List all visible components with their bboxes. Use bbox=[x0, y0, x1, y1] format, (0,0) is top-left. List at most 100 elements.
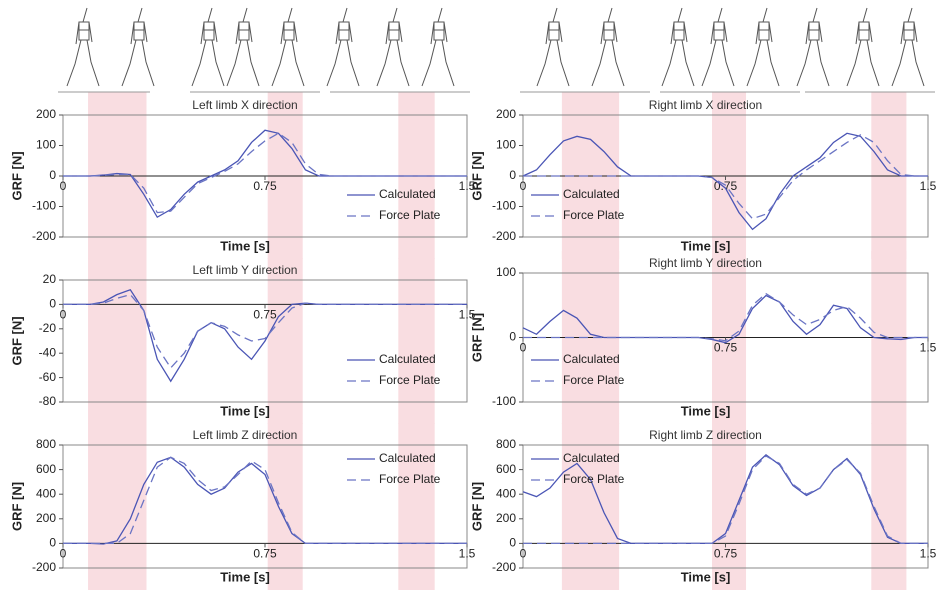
x-axis-label: Time [s] bbox=[220, 238, 270, 253]
series-line bbox=[523, 292, 928, 342]
stick-figure-body bbox=[66, 7, 100, 87]
stick-figure-body bbox=[591, 7, 625, 87]
stick-figure-body bbox=[891, 7, 925, 87]
highlight-span bbox=[267, 423, 303, 590]
stick-figure-body bbox=[746, 7, 780, 87]
chart-title: Left limb X direction bbox=[192, 98, 297, 112]
legend-label: Force Plate bbox=[379, 373, 441, 387]
y-tick-label: 20 bbox=[43, 272, 57, 286]
y-tick-label: 0 bbox=[49, 168, 56, 182]
legend-label: Calculated bbox=[563, 352, 620, 366]
x-axis-label: Time [s] bbox=[681, 238, 731, 253]
x-tick-label: 0 bbox=[60, 308, 67, 322]
y-tick-label: -100 bbox=[32, 199, 56, 213]
y-tick-label: 200 bbox=[36, 107, 56, 121]
stick-figure-body bbox=[701, 7, 735, 87]
y-tick-label: -200 bbox=[492, 229, 516, 243]
y-tick-label: 800 bbox=[36, 437, 56, 451]
highlight-span bbox=[88, 258, 147, 424]
y-tick-label: -80 bbox=[39, 394, 57, 408]
y-tick-label: 0 bbox=[509, 168, 516, 182]
stick-figure bbox=[66, 7, 100, 87]
legend-label: Force Plate bbox=[379, 208, 441, 222]
stick-figure-body bbox=[421, 7, 455, 87]
legend-label: Calculated bbox=[379, 352, 436, 366]
legend-label: Calculated bbox=[379, 187, 436, 201]
highlight-span bbox=[398, 423, 435, 590]
y-tick-label: -200 bbox=[32, 560, 56, 574]
x-tick-label: 0.75 bbox=[253, 179, 277, 193]
legend-label: Calculated bbox=[379, 451, 436, 465]
y-tick-label: 0 bbox=[509, 330, 516, 344]
stick-figure bbox=[326, 7, 360, 87]
y-tick-label: 0 bbox=[49, 297, 56, 311]
x-tick-label: 1.5 bbox=[459, 179, 476, 193]
y-axis-label: GRF [N] bbox=[9, 482, 24, 531]
x-tick-label: 0 bbox=[520, 341, 527, 355]
stick-figure bbox=[421, 7, 455, 87]
series-line bbox=[63, 293, 467, 369]
y-tick-label: 200 bbox=[36, 511, 56, 525]
plot-frame bbox=[522, 444, 929, 569]
stick-figure-body bbox=[536, 7, 570, 87]
stick-figure-body bbox=[376, 7, 410, 87]
x-axis-label: Time [s] bbox=[681, 403, 731, 418]
highlight-span bbox=[712, 423, 747, 590]
stick-figure-body bbox=[326, 7, 360, 87]
series-line bbox=[63, 456, 467, 545]
series-line bbox=[63, 132, 467, 214]
y-tick-label: -60 bbox=[39, 370, 57, 384]
stick-figure bbox=[891, 7, 925, 87]
series-line bbox=[522, 294, 928, 344]
y-axis-label: GRF [N] bbox=[469, 482, 484, 531]
stick-figure-body bbox=[661, 7, 695, 87]
stick-figure bbox=[591, 7, 625, 87]
x-tick-label: 1.5 bbox=[459, 547, 476, 561]
x-tick-label: 0 bbox=[60, 179, 67, 193]
y-tick-label: 600 bbox=[36, 462, 56, 476]
x-tick-label: 0.75 bbox=[714, 179, 738, 193]
chart-title: Right limb Z direction bbox=[649, 428, 762, 442]
y-tick-label: -200 bbox=[32, 229, 56, 243]
stick-figure bbox=[796, 7, 830, 87]
legend-label: Calculated bbox=[563, 451, 620, 465]
legend-label: Calculated bbox=[563, 187, 620, 201]
y-tick-label: -200 bbox=[492, 560, 516, 574]
x-tick-label: 0 bbox=[60, 547, 67, 561]
y-tick-label: 100 bbox=[496, 265, 516, 279]
x-tick-label: 0.75 bbox=[253, 308, 277, 322]
x-tick-label: 0.75 bbox=[714, 547, 738, 561]
stick-figure-body bbox=[191, 7, 225, 87]
stick-figure-body bbox=[226, 7, 260, 87]
stick-figure bbox=[661, 7, 695, 87]
y-axis-label: GRF [N] bbox=[469, 151, 484, 200]
highlight-span bbox=[267, 258, 303, 424]
stick-figure-body bbox=[846, 7, 880, 87]
legend-label: Force Plate bbox=[563, 472, 625, 486]
stick-figure bbox=[536, 7, 570, 87]
highlight-span bbox=[561, 423, 620, 590]
stick-figure-body bbox=[271, 7, 305, 87]
chart-title: Right limb X direction bbox=[649, 98, 762, 112]
chart-title: Left limb Z direction bbox=[193, 428, 298, 442]
chart-title: Right limb Y direction bbox=[649, 256, 762, 270]
legend-label: Force Plate bbox=[563, 373, 625, 387]
y-tick-label: 400 bbox=[36, 486, 56, 500]
x-tick-label: 0 bbox=[520, 547, 527, 561]
stick-figure bbox=[376, 7, 410, 87]
stick-figure bbox=[226, 7, 260, 87]
stick-figure-body bbox=[121, 7, 155, 87]
stick-figure bbox=[746, 7, 780, 87]
plot-frame bbox=[62, 444, 468, 569]
stick-figure bbox=[121, 7, 155, 87]
highlight-span bbox=[88, 423, 147, 590]
x-axis-label: Time [s] bbox=[220, 569, 270, 584]
series-line bbox=[63, 129, 467, 219]
x-tick-label: 1.5 bbox=[920, 179, 937, 193]
y-tick-label: -40 bbox=[39, 345, 57, 359]
x-tick-label: 1.5 bbox=[459, 308, 476, 322]
stick-figure bbox=[271, 7, 305, 87]
chart-title: Left limb Y direction bbox=[193, 263, 298, 277]
